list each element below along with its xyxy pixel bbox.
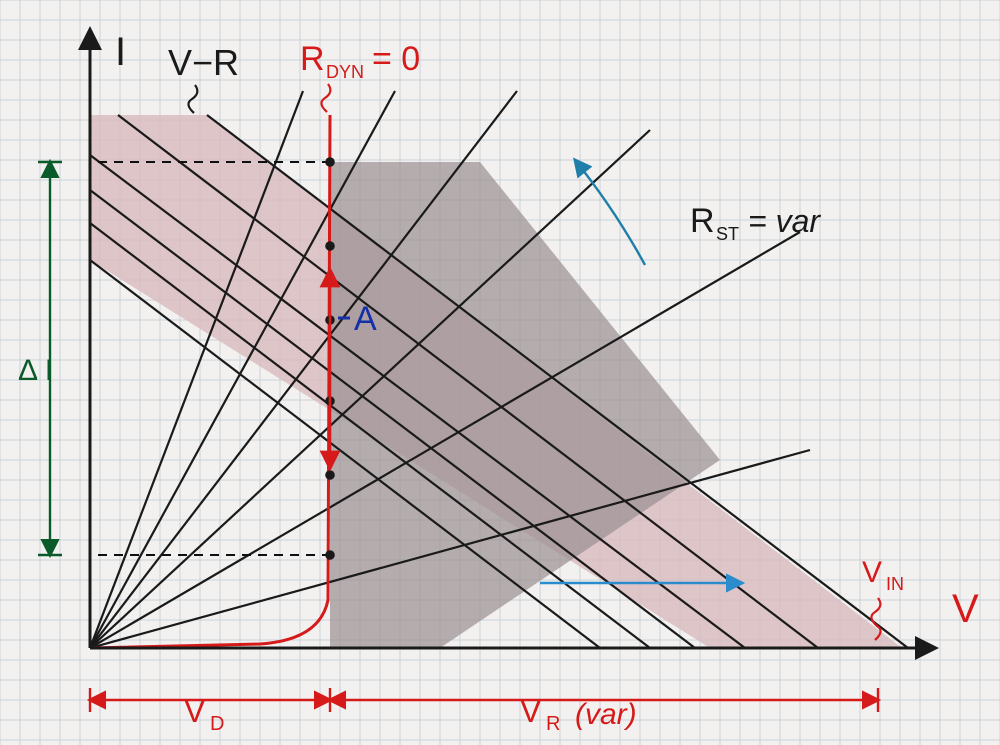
rst-sub: ST (716, 224, 739, 244)
rst-label: R (690, 202, 715, 240)
axis-label-v: V (952, 587, 979, 631)
rdyn-eq: = 0 (372, 40, 420, 78)
leader-squiggle (188, 85, 197, 113)
rst-eq: = var (748, 203, 821, 239)
vd-label: V (184, 693, 206, 729)
point-a-label: A (354, 300, 377, 338)
vr-label: V (520, 693, 542, 729)
rdyn-label: R (300, 40, 325, 78)
vin-sub: IN (886, 574, 904, 594)
intersection-point (325, 550, 335, 560)
axis-label-i: I (115, 30, 126, 74)
intersection-point (325, 157, 335, 167)
delta-i-label: Δ I (18, 354, 53, 387)
leader-squiggle (321, 84, 330, 112)
rst-sweep-arrow (575, 160, 645, 265)
rdyn-sub: DYN (326, 62, 364, 82)
vr-sub: R (546, 713, 560, 735)
vr-family-label: V−R (168, 42, 239, 83)
vin-label: V (862, 556, 882, 589)
intersection-point (325, 470, 335, 480)
vd-sub: D (210, 713, 224, 735)
intersection-point (325, 241, 335, 251)
vr-var: (var) (575, 698, 637, 731)
